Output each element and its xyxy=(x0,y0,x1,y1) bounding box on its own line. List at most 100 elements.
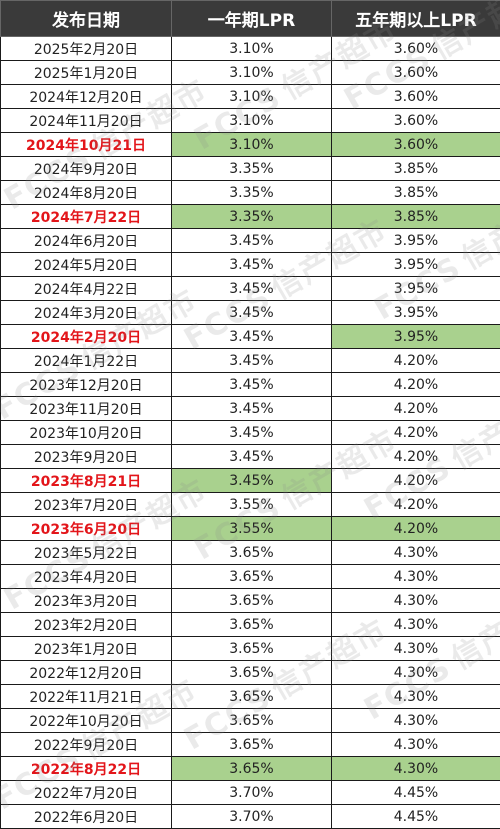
cell-one-year-lpr: 3.65% xyxy=(171,564,332,589)
cell-one-year-lpr: 3.10% xyxy=(171,84,332,109)
table-row: 2024年8月20日 3.35% 3.85% xyxy=(0,180,500,205)
table-row: 2022年12月20日 3.65% 4.30% xyxy=(0,660,500,685)
table-row: 2023年11月20日 3.45% 4.20% xyxy=(0,396,500,421)
cell-one-year-lpr: 3.65% xyxy=(171,612,332,637)
header-date: 发布日期 xyxy=(0,0,172,37)
cell-date: 2024年3月20日 xyxy=(0,300,172,325)
cell-date: 2022年6月20日 xyxy=(0,804,172,829)
cell-date: 2022年9月20日 xyxy=(0,732,172,757)
cell-one-year-lpr: 3.45% xyxy=(171,468,332,493)
cell-five-year-lpr: 4.20% xyxy=(331,348,500,373)
cell-one-year-lpr: 3.10% xyxy=(171,108,332,133)
table-row: 2023年5月22日 3.65% 4.30% xyxy=(0,540,500,565)
cell-one-year-lpr: 3.45% xyxy=(171,228,332,253)
header-five-year-lpr: 五年期以上LPR xyxy=(331,0,500,37)
cell-five-year-lpr: 4.30% xyxy=(331,612,500,637)
cell-date: 2022年7月20日 xyxy=(0,780,172,805)
cell-five-year-lpr: 4.20% xyxy=(331,420,500,445)
cell-one-year-lpr: 3.65% xyxy=(171,708,332,733)
cell-date: 2025年2月20日 xyxy=(0,36,172,61)
cell-one-year-lpr: 3.65% xyxy=(171,660,332,685)
cell-five-year-lpr: 3.85% xyxy=(331,156,500,181)
cell-date: 2023年6月20日 xyxy=(0,516,172,541)
table-row: 2022年7月20日 3.70% 4.45% xyxy=(0,780,500,805)
cell-date: 2024年12月20日 xyxy=(0,84,172,109)
cell-date: 2022年10月20日 xyxy=(0,708,172,733)
cell-date: 2023年5月22日 xyxy=(0,540,172,565)
cell-date: 2025年1月20日 xyxy=(0,60,172,85)
table-row: 2023年9月20日 3.45% 4.20% xyxy=(0,444,500,469)
cell-date: 2023年3月20日 xyxy=(0,588,172,613)
cell-five-year-lpr: 4.30% xyxy=(331,756,500,781)
cell-one-year-lpr: 3.65% xyxy=(171,636,332,661)
table-row: 2024年1月22日 3.45% 4.20% xyxy=(0,348,500,373)
cell-five-year-lpr: 3.60% xyxy=(331,108,500,133)
cell-five-year-lpr: 4.30% xyxy=(331,636,500,661)
table-row: 2023年8月21日 3.45% 4.20% xyxy=(0,468,500,493)
cell-one-year-lpr: 3.55% xyxy=(171,492,332,517)
cell-five-year-lpr: 3.60% xyxy=(331,132,500,157)
table-row: 2024年11月20日 3.10% 3.60% xyxy=(0,108,500,133)
table-row: 2024年4月22日 3.45% 3.95% xyxy=(0,276,500,301)
cell-date: 2024年11月20日 xyxy=(0,108,172,133)
cell-one-year-lpr: 3.10% xyxy=(171,132,332,157)
cell-one-year-lpr: 3.35% xyxy=(171,180,332,205)
cell-date: 2023年11月20日 xyxy=(0,396,172,421)
cell-five-year-lpr: 4.20% xyxy=(331,468,500,493)
table-row: 2023年10月20日 3.45% 4.20% xyxy=(0,420,500,445)
cell-one-year-lpr: 3.45% xyxy=(171,420,332,445)
cell-five-year-lpr: 4.30% xyxy=(331,732,500,757)
cell-date: 2022年8月22日 xyxy=(0,756,172,781)
cell-one-year-lpr: 3.10% xyxy=(171,60,332,85)
header-one-year-lpr: 一年期LPR xyxy=(171,0,332,37)
cell-date: 2023年7月20日 xyxy=(0,492,172,517)
table-row: 2023年4月20日 3.65% 4.30% xyxy=(0,564,500,589)
cell-five-year-lpr: 3.95% xyxy=(331,300,500,325)
cell-date: 2024年2月20日 xyxy=(0,324,172,349)
cell-date: 2024年8月20日 xyxy=(0,180,172,205)
cell-five-year-lpr: 4.30% xyxy=(331,564,500,589)
table-row: 2023年6月20日 3.55% 4.20% xyxy=(0,516,500,541)
table-row: 2023年7月20日 3.55% 4.20% xyxy=(0,492,500,517)
table-row: 2024年10月21日 3.10% 3.60% xyxy=(0,132,500,157)
cell-one-year-lpr: 3.35% xyxy=(171,156,332,181)
cell-one-year-lpr: 3.45% xyxy=(171,300,332,325)
cell-five-year-lpr: 3.95% xyxy=(331,276,500,301)
table-body: 2025年2月20日 3.10% 3.60% 2025年1月20日 3.10% 3.60%… xyxy=(0,36,500,829)
table-row: 2025年2月20日 3.10% 3.60% xyxy=(0,36,500,61)
cell-one-year-lpr: 3.65% xyxy=(171,588,332,613)
header-row: 发布日期 一年期LPR 五年期以上LPR xyxy=(0,0,500,37)
cell-one-year-lpr: 3.65% xyxy=(171,756,332,781)
cell-one-year-lpr: 3.45% xyxy=(171,444,332,469)
cell-date: 2024年10月21日 xyxy=(0,132,172,157)
cell-date: 2022年11月21日 xyxy=(0,684,172,709)
table-row: 2022年11月21日 3.65% 4.30% xyxy=(0,684,500,709)
cell-five-year-lpr: 4.30% xyxy=(331,660,500,685)
table-row: 2022年6月20日 3.70% 4.45% xyxy=(0,804,500,829)
table-row: 2024年9月20日 3.35% 3.85% xyxy=(0,156,500,181)
table-row: 2023年1月20日 3.65% 4.30% xyxy=(0,636,500,661)
cell-five-year-lpr: 3.60% xyxy=(331,60,500,85)
cell-date: 2024年7月22日 xyxy=(0,204,172,229)
table-row: 2022年9月20日 3.65% 4.30% xyxy=(0,732,500,757)
cell-date: 2022年12月20日 xyxy=(0,660,172,685)
cell-date: 2024年1月22日 xyxy=(0,348,172,373)
table-row: 2024年12月20日 3.10% 3.60% xyxy=(0,84,500,109)
cell-one-year-lpr: 3.70% xyxy=(171,780,332,805)
cell-five-year-lpr: 3.95% xyxy=(331,228,500,253)
cell-one-year-lpr: 3.45% xyxy=(171,252,332,277)
cell-date: 2023年10月20日 xyxy=(0,420,172,445)
cell-five-year-lpr: 3.60% xyxy=(331,84,500,109)
cell-date: 2024年4月22日 xyxy=(0,276,172,301)
cell-one-year-lpr: 3.45% xyxy=(171,372,332,397)
cell-five-year-lpr: 4.20% xyxy=(331,444,500,469)
cell-five-year-lpr: 3.95% xyxy=(331,252,500,277)
cell-date: 2023年4月20日 xyxy=(0,564,172,589)
cell-date: 2024年6月20日 xyxy=(0,228,172,253)
table-row: 2024年2月20日 3.45% 3.95% xyxy=(0,324,500,349)
cell-one-year-lpr: 3.65% xyxy=(171,540,332,565)
cell-five-year-lpr: 4.20% xyxy=(331,516,500,541)
cell-five-year-lpr: 4.30% xyxy=(331,540,500,565)
